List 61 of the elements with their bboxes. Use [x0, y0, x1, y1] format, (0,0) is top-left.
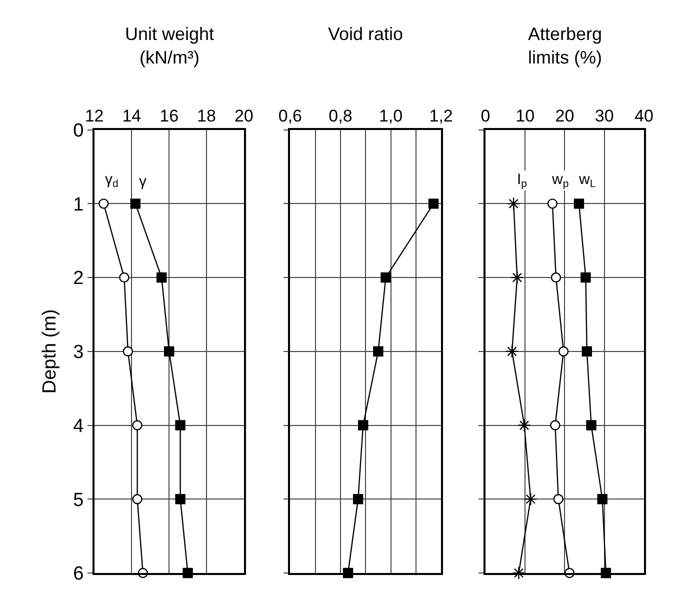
x-tick-label: 18 — [197, 106, 216, 126]
point — [358, 420, 368, 430]
point — [175, 420, 186, 430]
series-label: w$_{L}$ — [578, 171, 596, 190]
point — [505, 344, 519, 358]
chart-title: Atterberg limits (%) — [528, 24, 602, 68]
x-tick-label: 40 — [634, 106, 654, 126]
point — [574, 198, 584, 209]
series-label: I$_{p}$ — [517, 171, 528, 190]
y-tick-label: 4 — [73, 416, 84, 437]
point — [122, 346, 134, 356]
point — [373, 346, 384, 356]
x-tick-label: 30 — [594, 106, 614, 126]
y-tick-label: 1 — [73, 194, 84, 216]
x-tick-label: 0,8 — [328, 106, 352, 126]
point — [352, 494, 364, 504]
point — [98, 198, 109, 209]
series-label: γ$_{d}$ — [105, 171, 118, 190]
y-tick-label: 5 — [73, 490, 84, 511]
point — [428, 198, 439, 209]
x-tick-label: 20 — [555, 106, 574, 126]
x-tick-label: 16 — [160, 106, 179, 126]
point — [550, 272, 562, 283]
x-tick-label: 20 — [234, 106, 254, 126]
y-tick-label: 3 — [73, 342, 84, 364]
point — [582, 346, 592, 356]
x-tick-label: 0,6 — [278, 106, 302, 126]
point — [586, 420, 596, 430]
x-tick-label: 0 — [480, 106, 490, 126]
point — [550, 420, 560, 430]
point — [580, 272, 591, 283]
point — [175, 494, 186, 504]
point — [119, 272, 130, 283]
y-tick-label: 0 — [73, 120, 84, 142]
point — [132, 420, 142, 430]
point — [130, 198, 141, 209]
point — [547, 198, 558, 209]
chart-title: Void ratio — [328, 24, 404, 44]
series-label: w$_{p}$ — [551, 171, 569, 190]
series-label: γ — [139, 173, 147, 190]
point — [518, 418, 531, 432]
point — [132, 494, 142, 504]
point — [553, 494, 564, 504]
x-tick-label: 14 — [122, 106, 142, 126]
point — [380, 272, 391, 283]
y-axis-title: Depth (m) — [39, 309, 60, 394]
point — [510, 270, 524, 284]
point — [558, 346, 569, 356]
x-tick-label: 12 — [84, 106, 104, 126]
x-tick-label: 1,2 — [429, 106, 453, 126]
point — [512, 566, 526, 580]
x-tick-label: 10 — [516, 106, 535, 126]
point — [506, 197, 520, 210]
y-tick-label: 2 — [73, 268, 84, 290]
point — [156, 272, 167, 283]
chart-title: Unit weight (kN/m³) — [125, 24, 214, 68]
point — [597, 494, 608, 504]
x-tick-label: 1,0 — [378, 106, 403, 126]
y-tick-label: 6 — [73, 564, 84, 585]
point — [524, 492, 538, 506]
point — [164, 346, 174, 356]
